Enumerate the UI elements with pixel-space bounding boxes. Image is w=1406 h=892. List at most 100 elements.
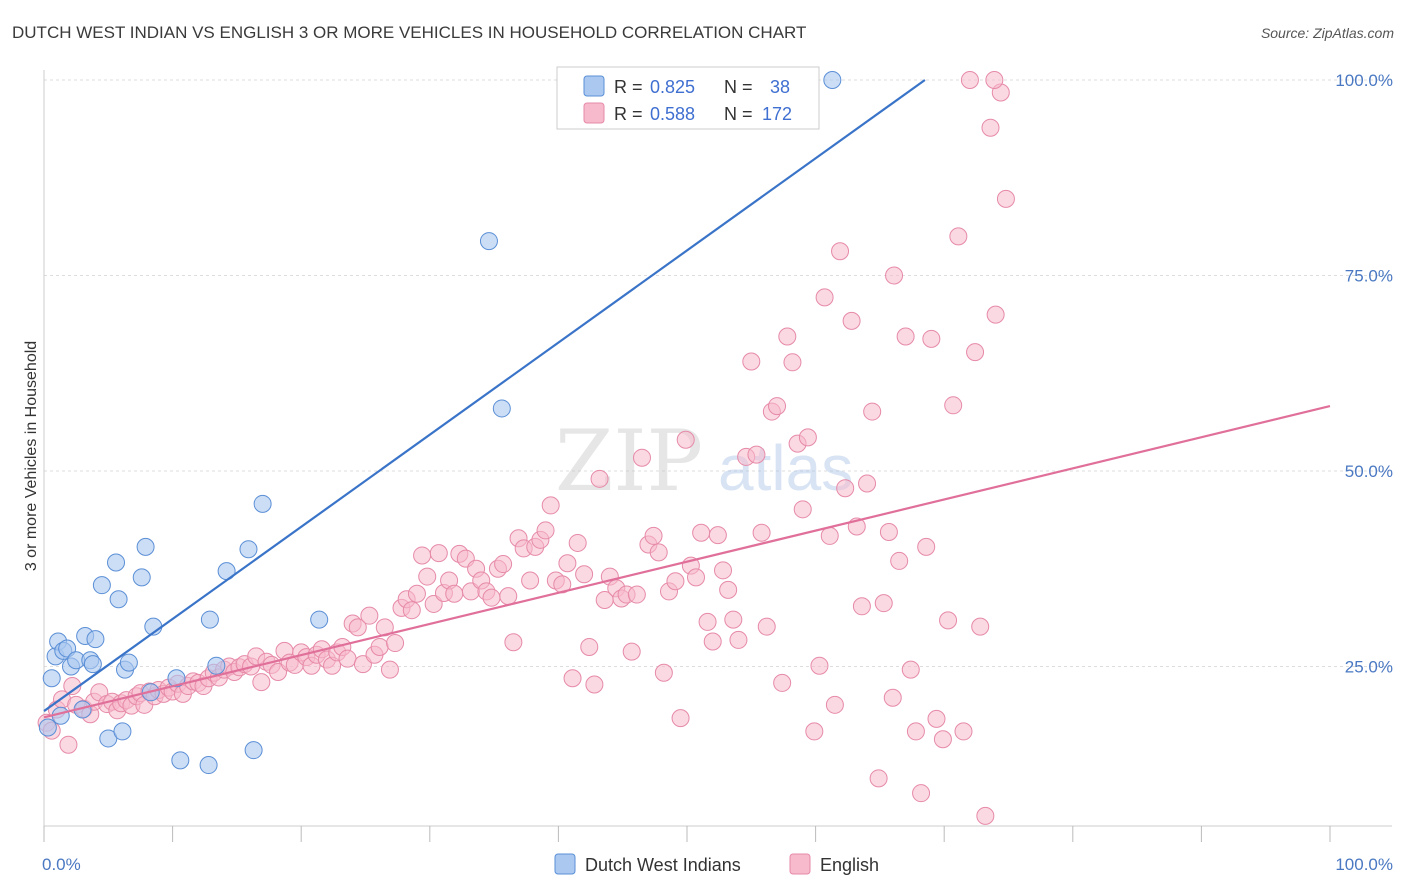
dutch-point xyxy=(109,590,128,609)
english-point xyxy=(986,305,1005,324)
dutch-point xyxy=(132,568,151,587)
legend-r-value-english: 0.588 xyxy=(650,104,695,124)
english-point xyxy=(933,730,952,749)
chart-source: Source: ZipAtlas.com xyxy=(1261,25,1394,41)
chart-title: DUTCH WEST INDIAN VS ENGLISH 3 OR MORE V… xyxy=(12,23,806,42)
english-point xyxy=(954,722,973,741)
english-point xyxy=(418,567,437,586)
x-tick-labels: 0.0% 100.0% xyxy=(42,855,1393,874)
english-point xyxy=(360,606,379,625)
english-point xyxy=(752,523,771,542)
english-point xyxy=(580,637,599,656)
english-point xyxy=(252,673,271,692)
english-point xyxy=(966,343,985,362)
english-point xyxy=(960,71,979,89)
english-point xyxy=(402,601,421,620)
english-point xyxy=(912,784,931,803)
english-point xyxy=(729,630,748,649)
dutch-point xyxy=(479,232,498,251)
y-axis-label: 3 or more Vehicles in Household xyxy=(23,341,40,571)
english-point xyxy=(757,617,776,636)
english-point xyxy=(976,806,995,825)
english-point xyxy=(429,544,448,563)
dutch-point xyxy=(200,610,219,629)
english-point xyxy=(590,469,609,488)
english-point xyxy=(714,561,733,580)
english-point xyxy=(413,546,432,565)
dutch-point xyxy=(119,653,138,672)
english-point xyxy=(825,695,844,714)
english-point xyxy=(783,353,802,372)
english-point xyxy=(939,611,958,630)
dutch-point xyxy=(113,722,132,741)
english-point xyxy=(575,565,594,584)
y-tick-label-1: 50.0% xyxy=(1345,462,1393,481)
legend-swatch-english xyxy=(583,102,605,124)
english-point xyxy=(719,580,738,599)
english-point xyxy=(687,568,706,587)
english-point xyxy=(874,594,893,613)
dutch-point xyxy=(199,756,218,775)
english-point xyxy=(768,397,787,416)
english-point xyxy=(778,327,797,346)
english-point xyxy=(793,500,812,519)
english-point xyxy=(896,327,915,346)
english-point xyxy=(820,526,839,545)
english-point xyxy=(622,642,641,661)
dutch-point xyxy=(244,741,263,760)
watermark-zip: ZIP xyxy=(555,412,703,510)
english-point xyxy=(724,610,743,629)
grid-lines xyxy=(44,79,1392,667)
english-point xyxy=(890,551,909,570)
series-legend-label-english: English xyxy=(820,855,879,875)
english-point xyxy=(494,555,513,574)
english-point xyxy=(815,288,834,307)
english-point xyxy=(424,594,443,613)
dutch-point xyxy=(492,399,511,418)
english-point xyxy=(370,637,389,656)
english-point xyxy=(906,722,925,741)
english-point xyxy=(858,474,877,493)
dutch-point xyxy=(86,630,105,649)
english-point xyxy=(692,523,711,542)
english-point xyxy=(380,660,399,679)
dutch-point xyxy=(207,656,226,675)
english-point xyxy=(836,479,855,498)
english-trend-line xyxy=(43,405,1331,719)
dutch-point xyxy=(253,494,272,513)
legend-r-label-english: R = xyxy=(614,104,643,124)
english-point xyxy=(671,709,690,728)
english-point xyxy=(747,445,766,464)
x-tick-label-0: 0.0% xyxy=(42,855,81,874)
dutch-point xyxy=(83,655,102,674)
english-point xyxy=(805,722,824,741)
english-point xyxy=(708,526,727,545)
dutch-point xyxy=(239,540,258,559)
stats-legend: R = 0.825 N = 38 R = 0.588 N = 172 xyxy=(556,66,820,130)
english-point xyxy=(927,709,946,728)
english-point xyxy=(842,311,861,330)
series-legend-swatch-dutch xyxy=(554,853,576,875)
english-point xyxy=(949,227,968,246)
english-point xyxy=(482,588,501,607)
dutch-point xyxy=(823,71,842,89)
english-point xyxy=(445,584,464,603)
english-point xyxy=(558,554,577,573)
english-point xyxy=(798,428,817,447)
legend-n-label-dutch: N = xyxy=(724,77,753,97)
english-point xyxy=(536,521,555,540)
english-point xyxy=(676,430,695,449)
english-point xyxy=(563,669,582,688)
legend-r-label-dutch: R = xyxy=(614,77,643,97)
english-point xyxy=(981,118,1000,137)
english-point xyxy=(869,769,888,788)
y-tick-label-3: 100.0% xyxy=(1335,71,1393,90)
y-tick-label-2: 75.0% xyxy=(1345,267,1393,286)
legend-n-value-english: 172 xyxy=(762,104,792,124)
english-point xyxy=(985,71,1004,89)
series-legend: Dutch West Indians English xyxy=(554,853,879,875)
english-point xyxy=(499,587,518,606)
dutch-point xyxy=(42,669,61,688)
english-point xyxy=(810,656,829,675)
